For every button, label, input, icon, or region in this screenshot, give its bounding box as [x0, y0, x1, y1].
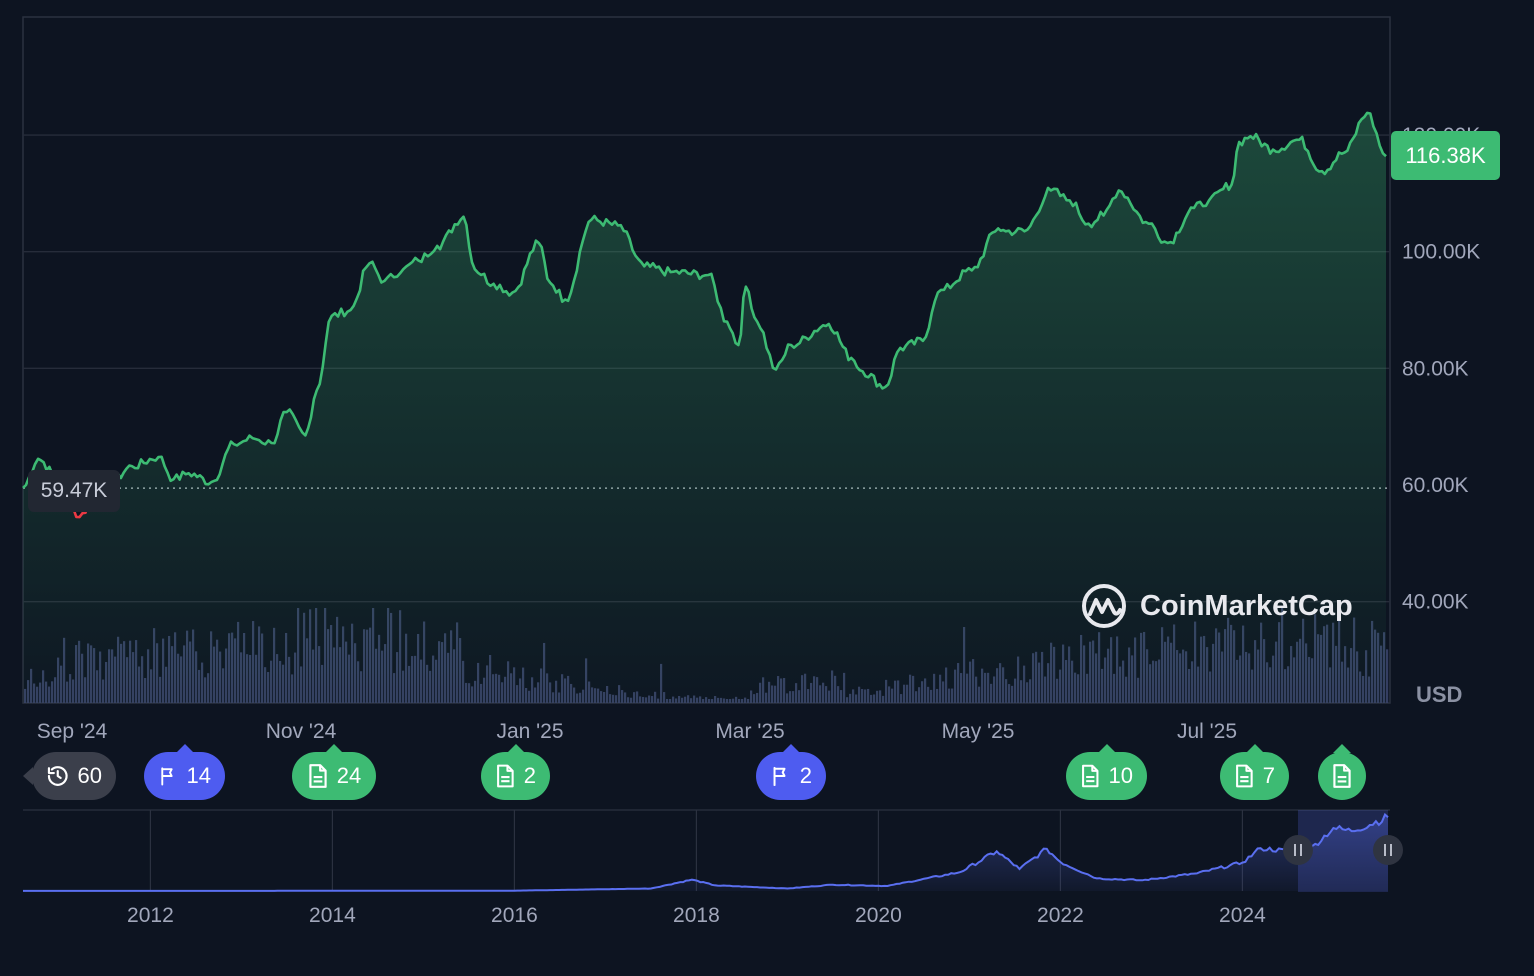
flag-icon	[161, 767, 173, 786]
event-pill-news[interactable]	[1318, 744, 1366, 800]
x-tick-label: Jan '25	[496, 720, 564, 743]
x-tick-label: Sep '24	[36, 720, 108, 743]
currency-text: USD	[1416, 682, 1463, 707]
event-count: 60	[77, 763, 102, 788]
navigator-right-handle[interactable]	[1373, 835, 1403, 865]
y-tick-label: 40.00K	[1402, 591, 1469, 614]
x-tick-label: Jul '25	[1176, 720, 1238, 743]
x-tick-label: May '25	[941, 720, 1015, 743]
currency-label: USD	[1416, 682, 1462, 708]
brand-name: CoinMarketCap	[1140, 589, 1353, 622]
y-tick-label: 60.00K	[1402, 474, 1469, 497]
document-icon	[309, 764, 327, 788]
start-price-badge: 59.47K	[28, 470, 120, 512]
coinmarketcap-watermark: CoinMarketCap	[1080, 582, 1353, 630]
price-area	[23, 112, 1386, 703]
x-tick-label: Mar '25	[715, 720, 785, 743]
price-line-up	[102, 111, 1387, 488]
event-pill-news-10[interactable]: 10	[1066, 744, 1147, 800]
x-tick-label: Nov '24	[265, 720, 337, 743]
navigator-tick-label: 2012	[127, 904, 174, 927]
navigator-tick-label: 2018	[673, 904, 720, 927]
coinmarketcap-logo-icon	[1082, 584, 1126, 628]
event-pill-news-2[interactable]: 2	[481, 744, 550, 800]
volume-bar	[1386, 649, 1389, 703]
current-price-label: 116.38K	[1405, 142, 1486, 168]
event-pill-news-24[interactable]: 24	[292, 744, 376, 800]
event-count: 2	[799, 763, 812, 788]
document-icon	[1236, 764, 1253, 788]
document-icon	[497, 764, 514, 788]
event-pill-flag-2[interactable]: 2	[756, 744, 826, 800]
event-count: 7	[1262, 763, 1275, 788]
y-tick-label: 100.00K	[1402, 241, 1480, 264]
navigator-tick-label: 2024	[1219, 904, 1266, 927]
current-price-badge: 116.38K	[1391, 131, 1500, 180]
navigator-tick-label: 2020	[855, 904, 902, 927]
events-history-pill[interactable]: 60	[23, 752, 116, 800]
navigator-chart[interactable]: 2012 2014 2016 2018 2020 2022 2024	[0, 800, 1534, 976]
flag-icon	[773, 766, 786, 787]
event-pill-flag-14[interactable]: 14	[144, 744, 225, 800]
y-tick-label: 80.00K	[1402, 357, 1469, 380]
navigator-area	[23, 814, 1388, 891]
event-pill-news-7[interactable]: 7	[1220, 744, 1289, 800]
navigator-line	[23, 812, 1389, 892]
navigator-tick-label: 2022	[1037, 904, 1084, 927]
document-icon	[1333, 764, 1351, 788]
event-count: 2	[523, 763, 536, 788]
history-icon	[47, 766, 68, 786]
document-icon	[1082, 764, 1099, 788]
navigator-tick-label: 2014	[309, 904, 356, 927]
start-price-label: 59.47K	[40, 479, 108, 502]
event-count: 10	[1108, 763, 1133, 788]
event-count: 24	[336, 763, 362, 788]
navigator-left-handle[interactable]	[1283, 835, 1313, 865]
navigator-tick-label: 2016	[491, 904, 538, 927]
event-count: 14	[186, 763, 211, 788]
